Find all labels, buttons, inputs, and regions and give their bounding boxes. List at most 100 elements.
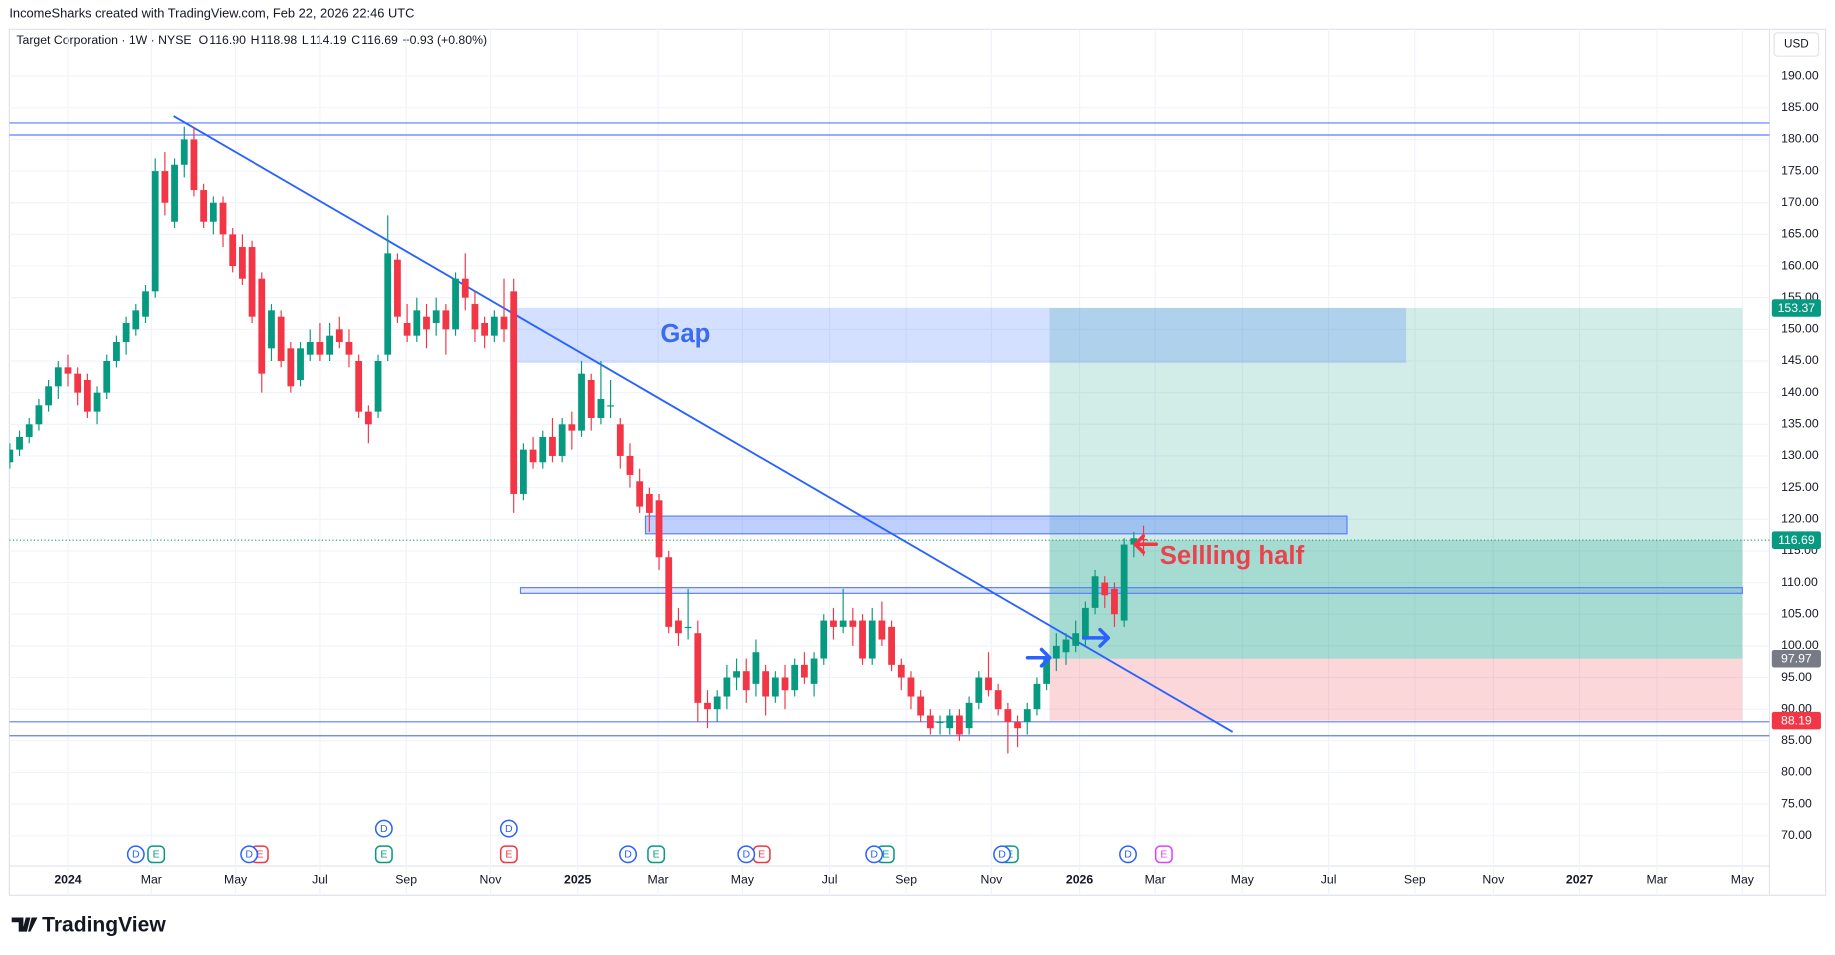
price-badge xyxy=(1771,649,1821,668)
candle-body xyxy=(859,620,866,659)
earnings-label: E xyxy=(653,849,660,861)
candle-body xyxy=(83,379,91,412)
dividend-marker xyxy=(993,845,1012,864)
candle-body xyxy=(326,335,333,355)
candle-body xyxy=(180,139,188,165)
y-tick-label: 80.00 xyxy=(1781,765,1812,779)
x-tick-label: Nov xyxy=(1482,872,1505,886)
candle-body xyxy=(781,677,789,691)
candle-body xyxy=(1014,721,1021,729)
candle-body xyxy=(190,139,198,191)
currency-button[interactable] xyxy=(1773,32,1820,57)
frame xyxy=(8,28,1827,896)
currency[interactable]: USD xyxy=(1784,38,1809,51)
zone xyxy=(644,515,1348,535)
dividend-marker xyxy=(126,845,145,864)
candle-body xyxy=(403,323,411,336)
dividend-marker xyxy=(1119,845,1137,864)
candle-body xyxy=(791,664,799,691)
y-tick-label: 175.00 xyxy=(1781,163,1819,177)
candle-body xyxy=(1023,709,1031,722)
candle-body xyxy=(64,367,72,374)
candle-body xyxy=(432,310,440,324)
earnings-label: E xyxy=(758,849,765,861)
candle-body xyxy=(800,664,808,678)
candle-body xyxy=(539,436,547,463)
candle-body xyxy=(694,633,702,703)
legend-text: O xyxy=(199,33,209,47)
candle-body xyxy=(1072,633,1080,646)
candle-body xyxy=(316,342,324,355)
legend-text: H xyxy=(251,33,260,47)
dividend-marker xyxy=(865,845,884,864)
x-tick-label: May xyxy=(731,872,755,886)
earnings-marker xyxy=(1154,845,1173,864)
candle-body xyxy=(442,310,450,330)
candle-body xyxy=(500,316,508,330)
candle-body xyxy=(16,436,23,450)
candle-body xyxy=(762,671,770,697)
candle-body xyxy=(810,658,818,684)
candle-body xyxy=(490,316,498,336)
candle-body xyxy=(1101,582,1109,596)
price-badge xyxy=(1771,299,1821,317)
plot-area: Gap Sellling half xyxy=(9,29,1770,896)
earnings-label: E xyxy=(1160,849,1167,861)
x-tick-label: Jul xyxy=(1321,872,1337,886)
price-badge-label: 88.19 xyxy=(1781,713,1812,727)
x-tick-label: Mar xyxy=(648,872,669,886)
target-zone xyxy=(1049,308,1743,659)
x-tick-label: Nov xyxy=(980,872,1003,886)
candle-body xyxy=(907,677,915,697)
candle-body xyxy=(1043,658,1051,684)
candle-body xyxy=(839,620,847,627)
candle-body xyxy=(597,398,605,418)
earnings-label: E xyxy=(882,849,889,861)
trendline xyxy=(173,115,1234,733)
earnings-marker xyxy=(147,845,166,864)
legend-text: L xyxy=(302,33,309,47)
candle-body xyxy=(849,620,857,627)
x-tick-label: 2025 xyxy=(564,872,591,886)
candle-body xyxy=(985,677,992,691)
arrow xyxy=(1081,627,1111,648)
x-tick-label: Sep xyxy=(1404,872,1426,886)
earnings-label: E xyxy=(505,849,512,861)
y-tick-label: 110.00 xyxy=(1781,575,1818,589)
price-badge-label: 97.97 xyxy=(1781,652,1812,666)
dividend-marker xyxy=(240,845,259,864)
candle-body xyxy=(142,291,149,317)
candle-body xyxy=(713,696,721,710)
candle-body xyxy=(219,202,227,235)
y-tick-label: 105.00 xyxy=(1781,606,1819,620)
y-tick-label: 180.00 xyxy=(1781,132,1819,146)
x-tick-label: 2026 xyxy=(1066,872,1093,886)
candle-body xyxy=(752,652,760,684)
earnings-marker xyxy=(499,845,518,864)
dividend-label: D xyxy=(870,849,878,861)
y-tick-label: 190.00 xyxy=(1781,68,1819,82)
legend-text: Target Corporation · 1W · NYSE xyxy=(16,33,191,47)
dividend-label: D xyxy=(245,849,253,861)
candle-body xyxy=(965,702,973,729)
logo-mark xyxy=(11,917,38,932)
dividend-marker xyxy=(499,819,518,838)
candle-body xyxy=(364,411,372,425)
profit-zone xyxy=(1049,540,1743,659)
x-tick-label: May xyxy=(1231,872,1255,886)
y-tick-label: 70.00 xyxy=(1781,828,1812,842)
x-tick-label: Nov xyxy=(480,872,503,886)
candle-body xyxy=(297,348,304,380)
earnings-label: E xyxy=(380,849,387,861)
zone xyxy=(519,587,1743,594)
candle-body xyxy=(888,626,895,665)
x-tick-label: 2027 xyxy=(1566,872,1593,886)
candle-body xyxy=(171,164,178,222)
dividend-marker xyxy=(737,845,756,864)
candle-body xyxy=(917,696,925,716)
y-tick-label: 145.00 xyxy=(1781,353,1819,367)
price-badge-label: 116.69 xyxy=(1778,533,1815,547)
candle-body xyxy=(636,481,644,507)
y-tick-label: 85.00 xyxy=(1781,733,1812,747)
y-tick-label: 135.00 xyxy=(1781,417,1819,431)
